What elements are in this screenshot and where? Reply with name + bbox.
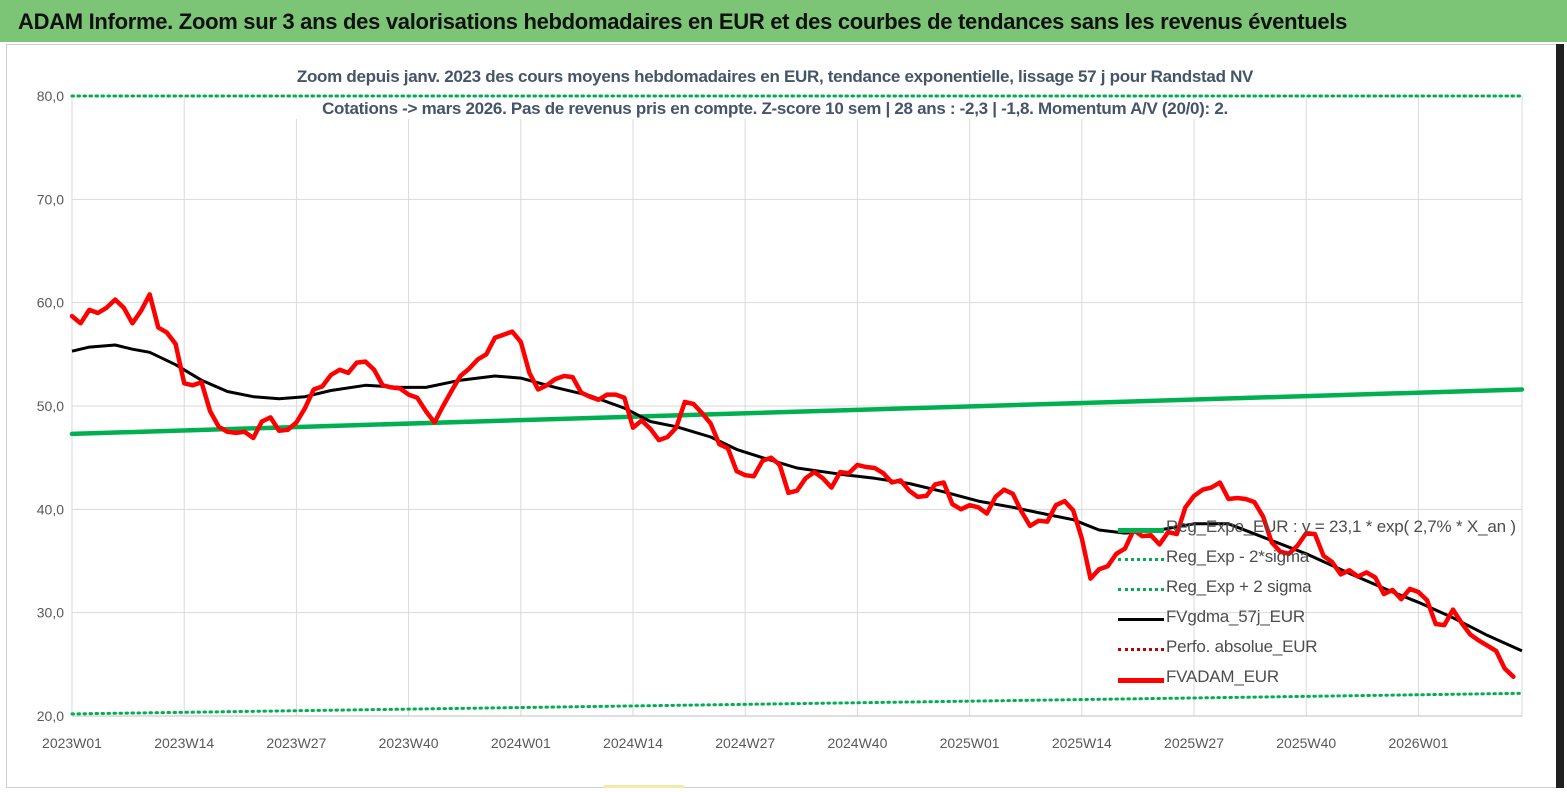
y-tick-label: 40,0 <box>37 501 64 517</box>
legend-label: Reg_Exp + 2 sigma <box>1166 577 1312 596</box>
legend-item: Reg_Exp + 2 sigma <box>1108 574 1528 604</box>
legend-swatch <box>1118 588 1164 591</box>
legend-label: FVADAM_EUR <box>1166 667 1279 686</box>
legend-swatch <box>1118 618 1164 621</box>
series-line-reg-exp-2-sigma <box>70 691 1524 716</box>
y-tick-label: 60,0 <box>37 295 64 311</box>
chart-subtitle-line-2: Cotations -> mars 2026. Pas de revenus p… <box>250 99 1300 119</box>
chart-header-title: ADAM Informe. Zoom sur 3 ans des valoris… <box>18 9 1348 34</box>
legend-swatch <box>1118 528 1164 533</box>
y-tick-label: 80,0 <box>37 88 64 104</box>
x-tick-label: 2024W14 <box>603 735 663 751</box>
legend-swatch <box>1118 648 1164 651</box>
x-tick-label: 2024W40 <box>827 735 887 751</box>
x-tick-label: 2023W27 <box>266 735 326 751</box>
legend-swatch <box>1118 558 1164 561</box>
series-line-reg-expo-eur-y-23-1-exp-2-7-x- <box>69 387 1525 437</box>
series-line-fvadam-eur <box>69 292 1516 679</box>
x-tick-label: 2026W01 <box>1388 735 1448 751</box>
x-tick-label: 2023W40 <box>379 735 439 751</box>
chart-legend: Reg_Expo_EUR : y = 23,1 * exp( 2,7% * X_… <box>1108 514 1528 696</box>
legend-item: FVgdma_57j_EUR <box>1108 604 1528 634</box>
chart-frame <box>6 44 1557 788</box>
series-line-fvgdma-57j-eur <box>71 343 1523 653</box>
legend-label: FVgdma_57j_EUR <box>1166 607 1305 626</box>
x-tick-label: 2025W27 <box>1164 735 1224 751</box>
legend-label: Perfo. absolue_EUR <box>1166 637 1318 656</box>
legend-label: Reg_Expo_EUR : y = 23,1 * exp( 2,7% * X_… <box>1166 517 1516 536</box>
x-tick-label: 2024W27 <box>715 735 775 751</box>
legend-item: FVADAM_EUR <box>1108 664 1528 694</box>
y-tick-label: 30,0 <box>37 605 64 621</box>
legend-item: Reg_Expo_EUR : y = 23,1 * exp( 2,7% * X_… <box>1108 514 1528 544</box>
y-tick-label: 50,0 <box>37 398 64 414</box>
x-tick-label: 2025W40 <box>1276 735 1336 751</box>
sheet-tab-marker <box>604 785 684 788</box>
legend-item: Perfo. absolue_EUR <box>1108 634 1528 664</box>
legend-item: Reg_Exp - 2*sigma <box>1108 544 1528 574</box>
y-tick-label: 70,0 <box>37 191 64 207</box>
x-tick-label: 2023W14 <box>154 735 214 751</box>
x-tick-label: 2025W14 <box>1052 735 1112 751</box>
x-tick-label: 2023W01 <box>42 735 102 751</box>
legend-label: Reg_Exp - 2*sigma <box>1166 547 1310 566</box>
chart-header: ADAM Informe. Zoom sur 3 ans des valoris… <box>0 0 1567 42</box>
x-tick-label: 2024W01 <box>491 735 551 751</box>
y-tick-label: 20,0 <box>37 708 64 724</box>
window-edge <box>1556 44 1564 788</box>
legend-swatch <box>1118 678 1164 683</box>
x-tick-label: 2025W01 <box>940 735 1000 751</box>
chart-subtitle-line-1: Zoom depuis janv. 2023 des cours moyens … <box>250 67 1300 87</box>
